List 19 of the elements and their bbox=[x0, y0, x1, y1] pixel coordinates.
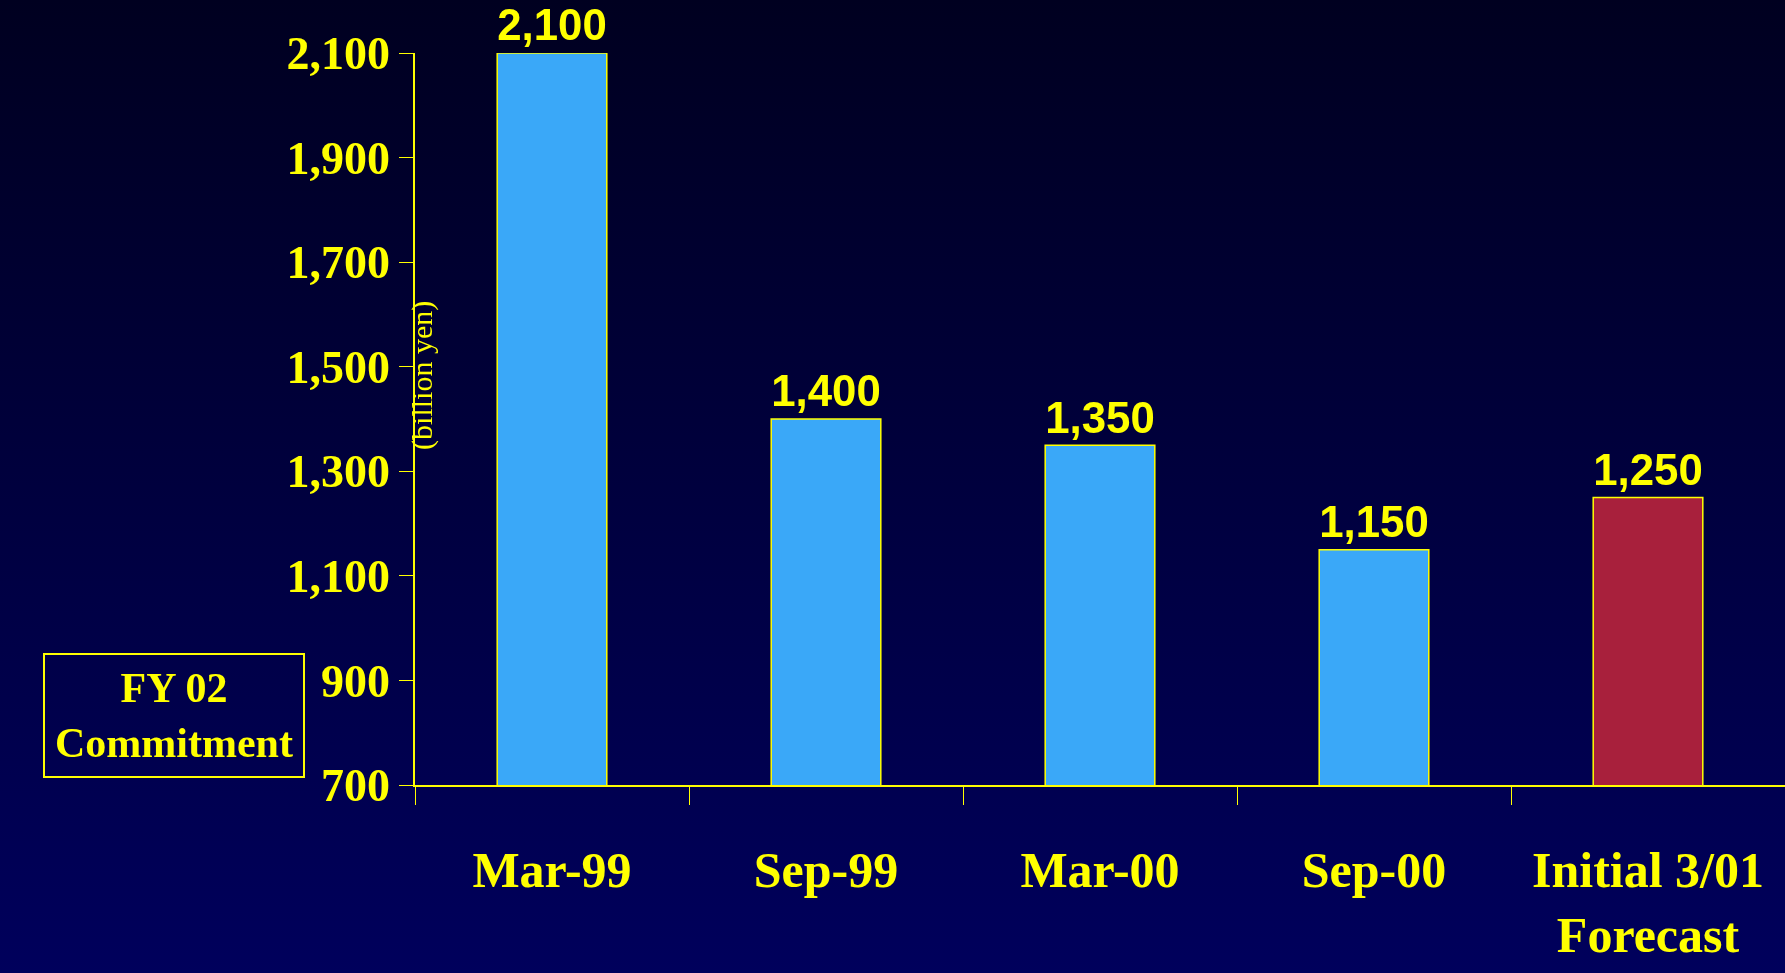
y-tick-label: 700 bbox=[321, 760, 391, 812]
data-label: 1,350 bbox=[1045, 392, 1155, 442]
data-label: 2,100 bbox=[497, 0, 607, 50]
x-tick-label: Mar-99 bbox=[472, 842, 632, 898]
x-tick-label: Sep-00 bbox=[1301, 842, 1447, 898]
y-tick-label: 1,500 bbox=[286, 341, 391, 393]
data-label: 1,400 bbox=[771, 366, 881, 416]
y-tick-label: 1,300 bbox=[286, 446, 391, 498]
y-tick-label: 1,100 bbox=[286, 550, 391, 602]
data-label: 1,150 bbox=[1319, 497, 1429, 547]
data-label: 1,250 bbox=[1593, 444, 1703, 494]
y-tick-label: 2,100 bbox=[286, 28, 391, 80]
y-tick-label: 900 bbox=[321, 655, 391, 707]
x-tick-label: Initial 3/01 Forecast bbox=[1532, 842, 1764, 963]
x-tick-label: Mar-00 bbox=[1020, 842, 1180, 898]
y-tick-label: 1,900 bbox=[286, 132, 391, 184]
x-tick-label: Sep-99 bbox=[753, 842, 899, 898]
y-tick-label: 1,700 bbox=[286, 237, 391, 289]
text: FY 02 Commitment bbox=[55, 665, 293, 766]
